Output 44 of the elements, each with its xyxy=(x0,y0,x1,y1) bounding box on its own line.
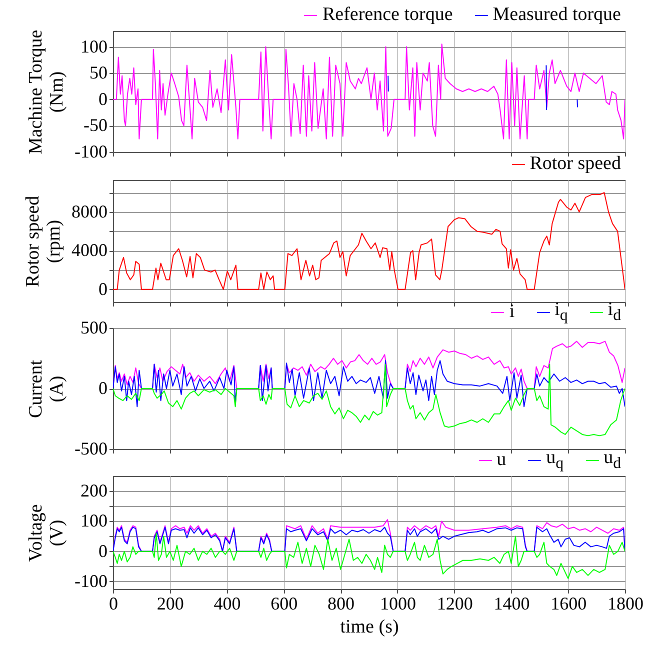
y-tick-label: 0 xyxy=(98,278,108,299)
x-tick-label: 1600 xyxy=(550,594,587,614)
line-series xyxy=(113,360,625,408)
line-series xyxy=(113,532,625,579)
y-axis-title: Voltage (V) xyxy=(26,504,68,562)
y-tick-label: 0 xyxy=(98,88,108,109)
y-tick-label: -100 xyxy=(74,570,108,591)
legend-label: Measured torque xyxy=(492,4,621,26)
y-tick-label: 100 xyxy=(80,510,108,531)
x-tick-label: 1400 xyxy=(494,594,530,614)
legend-label: i xyxy=(509,301,515,323)
legend-label: u$_{d}$ xyxy=(604,447,621,473)
x-tick-label: 800 xyxy=(328,594,355,614)
line-series xyxy=(113,44,625,140)
x-tick-label: 1000 xyxy=(380,594,416,614)
line-series xyxy=(113,364,625,436)
x-axis-title: time (s) xyxy=(340,616,399,638)
y-tick-label: 500 xyxy=(80,318,108,338)
x-tick-label: 400 xyxy=(214,594,241,614)
y-axis-title: Current (A) xyxy=(26,359,68,418)
x-tick-label: 1800 xyxy=(608,594,644,614)
x-tick-label: 1200 xyxy=(436,594,473,614)
x-tick-label: 600 xyxy=(270,594,298,614)
line-series xyxy=(113,526,625,552)
y-tick-label: -100 xyxy=(74,142,108,162)
line-series xyxy=(113,192,625,290)
y-tick-label: 50 xyxy=(90,62,108,83)
legend-label: i$_{q}$ xyxy=(554,299,568,325)
y-tick-label: -50 xyxy=(84,115,108,136)
y-tick-label: 100 xyxy=(80,36,108,56)
y-tick-label: 0 xyxy=(98,540,108,561)
x-tick-label: 200 xyxy=(156,594,184,614)
legend-label: u xyxy=(496,449,506,471)
legend-label: Reference torque xyxy=(322,4,453,26)
y-tick-label: 0 xyxy=(98,378,108,398)
y-tick-label: 200 xyxy=(80,480,108,501)
legend-label: i$_{d}$ xyxy=(608,299,621,325)
legend-label: u$_{q}$ xyxy=(546,447,564,473)
legend-label: Rotor speed xyxy=(530,153,621,175)
y-axis-title: Machine Torque (Nm) xyxy=(26,30,68,154)
y-tick-label: 4000 xyxy=(72,240,108,260)
y-axis-title: Rotor speed (rpm) xyxy=(22,195,64,288)
y-tick-label: -500 xyxy=(74,438,108,458)
y-tick-label: 8000 xyxy=(72,201,108,222)
